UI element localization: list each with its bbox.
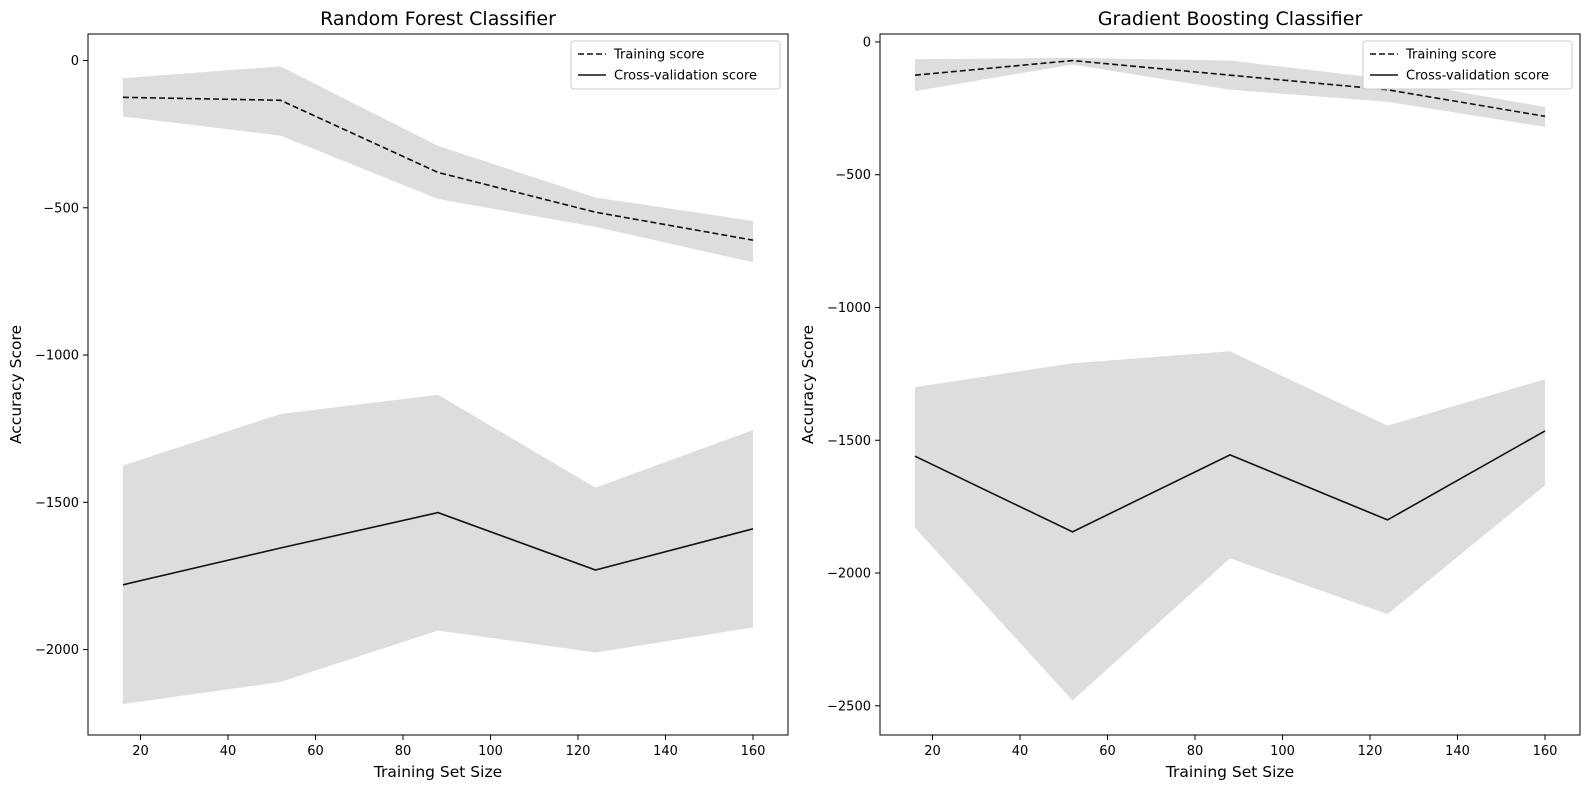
gradient-boosting-y-tick-label: −2500	[827, 699, 871, 714]
gradient-boosting-x-tick-label: 100	[1270, 744, 1295, 759]
gradient-boosting-band-cv	[915, 351, 1545, 701]
gradient-boosting-x-tick-label: 140	[1445, 744, 1470, 759]
random-forest-band-cv	[123, 394, 753, 705]
gradient-boosting-x-axis-label: Training Set Size	[1165, 763, 1294, 781]
gradient-boosting-x-tick-label: 20	[924, 744, 941, 759]
random-forest-y-tick-label: 0	[71, 54, 79, 69]
random-forest-legend-label-training: Training score	[613, 48, 704, 63]
gradient-boosting-y-axis-label: Accuracy Score	[799, 325, 817, 444]
gradient-boosting-y-tick-label: −500	[835, 168, 871, 183]
random-forest-y-tick-label: −2000	[35, 643, 79, 658]
random-forest-band-training	[123, 66, 753, 263]
random-forest-y-tick-label: −500	[43, 201, 79, 216]
gradient-boosting-y-tick-label: −1000	[827, 301, 871, 316]
random-forest-x-tick-label: 120	[566, 744, 591, 759]
gradient-boosting-legend-label-cv: Cross-validation score	[1406, 69, 1549, 84]
random-forest-x-tick-label: 60	[307, 744, 324, 759]
random-forest-x-tick-label: 160	[741, 744, 766, 759]
random-forest-x-axis-label: Training Set Size	[373, 763, 502, 781]
gradient-boosting-x-tick-label: 40	[1012, 744, 1029, 759]
random-forest-y-tick-label: −1500	[35, 496, 79, 511]
gradient-boosting-legend-label-training: Training score	[1405, 48, 1496, 63]
gradient-boosting-title: Gradient Boosting Classifier	[1098, 8, 1363, 30]
random-forest-legend	[570, 40, 781, 90]
gradient-boosting-y-tick-label: −1500	[827, 434, 871, 449]
random-forest-x-tick-label: 100	[478, 744, 503, 759]
random-forest-x-tick-label: 80	[395, 744, 412, 759]
random-forest-x-tick-label: 40	[220, 744, 237, 759]
random-forest-x-tick-label: 140	[653, 744, 678, 759]
random-forest-legend-label-cv: Cross-validation score	[614, 69, 757, 84]
gradient-boosting-y-tick-label: 0	[863, 35, 871, 50]
gradient-boosting-panel: 20 40 60 80 100 120 140 160 0 −500 −1000 −1500 −2000…	[799, 8, 1581, 781]
gradient-boosting-x-tick-label: 120	[1358, 744, 1383, 759]
gradient-boosting-x-tick-label: 60	[1099, 744, 1116, 759]
random-forest-axes-frame	[87, 33, 789, 736]
gradient-boosting-y-tick-label: −2000	[827, 567, 871, 582]
random-forest-y-axis-label: Accuracy Score	[7, 325, 25, 444]
random-forest-x-tick-label: 20	[132, 744, 149, 759]
gradient-boosting-legend	[1362, 40, 1573, 90]
gradient-boosting-x-tick-label: 80	[1187, 744, 1204, 759]
random-forest-title: Random Forest Classifier	[320, 8, 556, 30]
random-forest-y-tick-label: −1000	[35, 349, 79, 364]
gradient-boosting-x-tick-label: 160	[1533, 744, 1558, 759]
gradient-boosting-band-training	[915, 57, 1545, 127]
random-forest-panel: 20 40 60 80 100 120 140 160 0 −500 −1000 −1500 −2000…	[7, 8, 789, 781]
gradient-boosting-axes-frame	[879, 33, 1581, 736]
